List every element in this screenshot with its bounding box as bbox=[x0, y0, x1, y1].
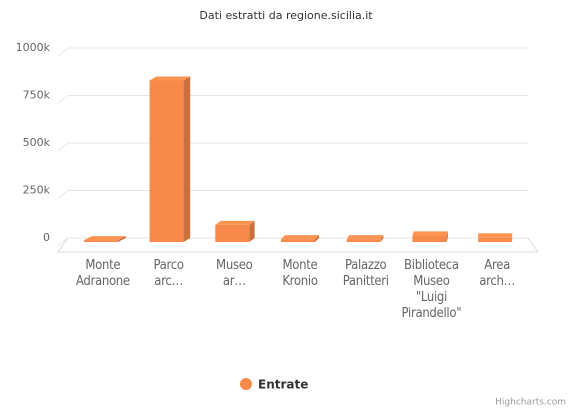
grid-line-side bbox=[57, 95, 69, 104]
bar-side bbox=[446, 231, 448, 242]
x-tick-label: Monte Kronio bbox=[282, 258, 318, 289]
bar-top bbox=[281, 235, 319, 240]
bar bbox=[215, 224, 250, 242]
bar-top bbox=[215, 220, 255, 225]
bar bbox=[478, 237, 513, 242]
bar-side bbox=[380, 235, 384, 242]
grid-line-side bbox=[57, 190, 69, 199]
chart-title: Dati estratti da regione.sicilia.it bbox=[199, 9, 373, 22]
bar-top bbox=[346, 235, 384, 240]
bar-top bbox=[149, 76, 191, 81]
bar-side bbox=[315, 235, 319, 242]
bar-top bbox=[412, 231, 448, 236]
y-tick-label: 250k bbox=[23, 184, 51, 197]
x-tick-label: Parco arc… bbox=[153, 258, 184, 289]
y-tick-label: 0 bbox=[43, 231, 50, 244]
y-tick-label: 500k bbox=[23, 136, 51, 149]
credits: Highcharts.com bbox=[495, 398, 566, 408]
grid-line-side bbox=[57, 237, 69, 247]
x-tick-label: Area arch… bbox=[479, 258, 515, 289]
bar-side bbox=[183, 76, 191, 242]
bar-side bbox=[249, 220, 255, 242]
bar-side bbox=[117, 236, 126, 242]
x-tick-label: Monte Adranone bbox=[75, 258, 130, 289]
legend-symbol bbox=[240, 378, 252, 390]
bar bbox=[412, 235, 447, 242]
bar bbox=[281, 239, 315, 242]
x-tick-label: Museo ar… bbox=[216, 258, 253, 289]
legend-label: Entrate bbox=[258, 378, 308, 392]
x-tick-label: Biblioteca Museo "Luigi Pirandello" bbox=[401, 258, 462, 321]
grid-line-side bbox=[57, 142, 69, 152]
bar-top bbox=[83, 236, 126, 241]
y-tick-label: 750k bbox=[23, 89, 51, 102]
bar bbox=[83, 240, 118, 242]
grid-line-side bbox=[57, 47, 69, 57]
bar-top bbox=[478, 233, 513, 238]
x-tick-label: Palazzo Panitteri bbox=[342, 258, 389, 289]
bar bbox=[346, 239, 381, 242]
y-tick-label: 1000k bbox=[16, 41, 51, 54]
bar bbox=[149, 80, 184, 242]
